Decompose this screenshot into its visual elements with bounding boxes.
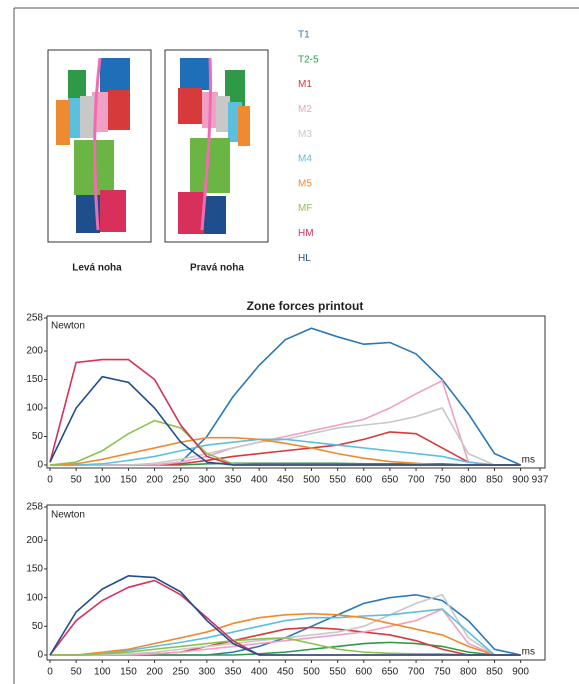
y-tick-label: 100 bbox=[26, 403, 43, 414]
x-tick-label: 750 bbox=[434, 667, 451, 678]
y-tick-label: 50 bbox=[32, 431, 44, 442]
x-axis-label: ms bbox=[522, 647, 535, 658]
legend-item: HM bbox=[298, 228, 314, 239]
x-tick-label: 450 bbox=[277, 667, 294, 678]
x-tick-label: 500 bbox=[303, 667, 320, 678]
x-tick-label: 850 bbox=[486, 667, 503, 678]
foot-label: Pravá noha bbox=[190, 263, 244, 274]
x-tick-label: 650 bbox=[382, 475, 399, 486]
foot-label: Levá noha bbox=[72, 263, 122, 274]
x-tick-label: 100 bbox=[94, 667, 111, 678]
chart-title: Zone forces printout bbox=[247, 299, 364, 313]
left-foot bbox=[48, 50, 151, 242]
legend-item: MF bbox=[298, 203, 312, 214]
legend-item: T2-5 bbox=[298, 54, 319, 65]
y-tick-label: 200 bbox=[26, 346, 43, 357]
x-tick-label: 550 bbox=[329, 475, 346, 486]
y-axis-label: Newton bbox=[51, 321, 85, 332]
x-tick-label: 200 bbox=[146, 475, 163, 486]
right-foot bbox=[165, 50, 268, 242]
x-tick-label: 100 bbox=[94, 475, 111, 486]
x-tick-label: 0 bbox=[47, 667, 53, 678]
x-tick-label: 150 bbox=[120, 667, 137, 678]
x-tick-label: 350 bbox=[225, 667, 242, 678]
x-tick-label: 500 bbox=[303, 475, 320, 486]
y-tick-label: 0 bbox=[37, 460, 43, 471]
x-tick-label: 50 bbox=[71, 667, 83, 678]
legend-item: M3 bbox=[298, 129, 312, 140]
y-tick-label: 150 bbox=[26, 374, 43, 385]
x-tick-label: 300 bbox=[199, 475, 216, 486]
x-tick-label: 250 bbox=[172, 475, 189, 486]
x-tick-label: 400 bbox=[251, 475, 268, 486]
y-tick-label: 50 bbox=[32, 621, 44, 632]
y-tick-label: 0 bbox=[37, 650, 43, 661]
x-tick-label: 600 bbox=[355, 475, 372, 486]
y-tick-label: 100 bbox=[26, 592, 43, 603]
x-tick-label: 937 bbox=[532, 475, 549, 486]
legend-item: M1 bbox=[298, 79, 312, 90]
y-tick-label: 258 bbox=[26, 502, 43, 513]
y-axis-label: Newton bbox=[51, 510, 85, 521]
y-tick-label: 150 bbox=[26, 564, 43, 575]
x-tick-label: 250 bbox=[172, 667, 189, 678]
legend-item: HL bbox=[298, 253, 311, 264]
legend-item: M2 bbox=[298, 104, 312, 115]
x-tick-label: 900 bbox=[512, 667, 529, 678]
x-tick-label: 0 bbox=[47, 475, 53, 486]
x-tick-label: 150 bbox=[120, 475, 137, 486]
x-tick-label: 350 bbox=[225, 475, 242, 486]
legend-item: M4 bbox=[298, 154, 312, 165]
x-tick-label: 650 bbox=[382, 667, 399, 678]
y-tick-label: 200 bbox=[26, 535, 43, 546]
x-tick-label: 700 bbox=[408, 667, 425, 678]
x-tick-label: 300 bbox=[199, 667, 216, 678]
x-tick-label: 200 bbox=[146, 667, 163, 678]
x-tick-label: 700 bbox=[408, 475, 425, 486]
x-tick-label: 50 bbox=[71, 475, 83, 486]
x-axis-label: ms bbox=[522, 455, 535, 466]
x-tick-label: 850 bbox=[486, 475, 503, 486]
x-tick-label: 800 bbox=[460, 475, 477, 486]
x-tick-label: 400 bbox=[251, 667, 268, 678]
legend-item: M5 bbox=[298, 178, 312, 189]
legend-item: T1 bbox=[298, 30, 310, 41]
page: Levá noha Pravá noha Zone forces printou… bbox=[0, 0, 579, 684]
x-tick-label: 600 bbox=[355, 667, 372, 678]
x-tick-label: 900 bbox=[512, 475, 529, 486]
x-tick-label: 450 bbox=[277, 475, 294, 486]
y-tick-label: 258 bbox=[26, 313, 43, 324]
x-tick-label: 750 bbox=[434, 475, 451, 486]
x-tick-label: 800 bbox=[460, 667, 477, 678]
x-tick-label: 550 bbox=[329, 667, 346, 678]
